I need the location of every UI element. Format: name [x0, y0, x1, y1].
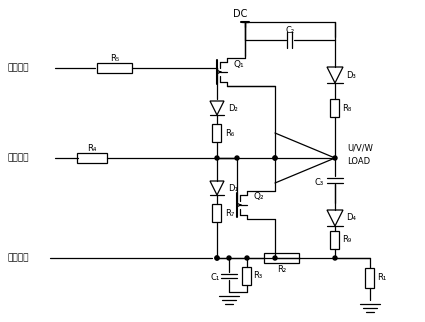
- Bar: [212, 204, 221, 222]
- Text: D₂: D₂: [228, 103, 238, 112]
- Text: U/V/W: U/V/W: [347, 144, 373, 153]
- Text: R₉: R₉: [343, 235, 351, 244]
- Text: 驱动信号: 驱动信号: [8, 154, 29, 163]
- Text: Q₁: Q₁: [234, 60, 244, 69]
- Circle shape: [227, 256, 231, 260]
- Text: D₃: D₃: [346, 71, 356, 80]
- Text: R₁: R₁: [377, 273, 387, 282]
- Bar: [331, 99, 340, 117]
- Circle shape: [235, 156, 239, 160]
- Bar: [264, 253, 300, 263]
- Text: R₄: R₄: [87, 144, 96, 153]
- Text: 电流信号: 电流信号: [8, 253, 29, 262]
- Text: R₆: R₆: [225, 128, 235, 137]
- Bar: [212, 124, 221, 142]
- Text: C₁: C₁: [210, 273, 220, 282]
- Bar: [77, 153, 107, 163]
- Text: R₇: R₇: [225, 209, 235, 217]
- Text: LOAD: LOAD: [347, 156, 370, 166]
- Bar: [97, 63, 133, 73]
- Circle shape: [273, 156, 277, 160]
- Circle shape: [273, 156, 277, 160]
- Circle shape: [333, 256, 337, 260]
- Circle shape: [215, 256, 219, 260]
- Circle shape: [215, 156, 219, 160]
- Bar: [331, 231, 340, 249]
- Text: Q₂: Q₂: [254, 193, 264, 202]
- Circle shape: [333, 156, 337, 160]
- Text: DC: DC: [233, 9, 247, 19]
- Bar: [366, 268, 374, 288]
- Circle shape: [245, 256, 249, 260]
- Text: D₄: D₄: [346, 213, 356, 223]
- Text: C₃: C₃: [314, 177, 323, 186]
- Text: R₈: R₈: [343, 103, 351, 112]
- Text: C₂: C₂: [286, 25, 295, 34]
- Circle shape: [273, 256, 277, 260]
- Circle shape: [273, 256, 277, 260]
- Bar: [243, 267, 252, 285]
- Text: 驱动信号: 驱动信号: [8, 63, 29, 72]
- Text: R₃: R₃: [253, 271, 263, 280]
- Text: D₁: D₁: [228, 184, 238, 193]
- Text: R₅: R₅: [110, 53, 119, 62]
- Text: R₂: R₂: [278, 266, 286, 274]
- Circle shape: [215, 256, 219, 260]
